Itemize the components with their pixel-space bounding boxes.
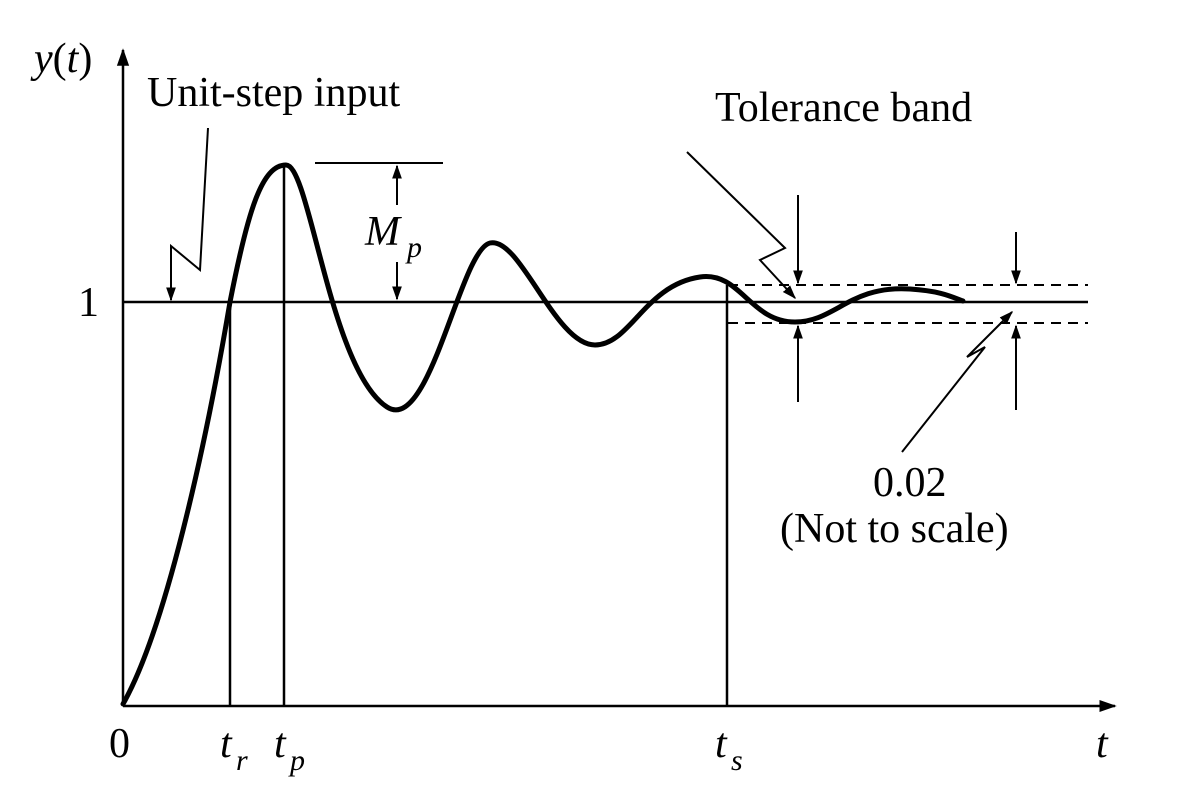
rise-time-subscript: r — [236, 744, 248, 777]
unit-step-leader — [170, 127, 209, 299]
tolerance-value-label: 0.02 — [873, 460, 947, 506]
scale-note-label: (Not to scale) — [780, 506, 1009, 552]
x-axis-label: t — [1096, 721, 1109, 767]
overshoot-subscript: p — [405, 231, 422, 264]
tolerance-value-leader — [901, 311, 1013, 453]
y-axis-label: y(t) — [30, 36, 92, 82]
peak-time-label: t — [274, 721, 287, 767]
settling-time-label: t — [715, 721, 728, 767]
unit-step-label: Unit-step input — [147, 70, 400, 116]
response-curve — [120, 162, 966, 707]
tolerance-band-label: Tolerance band — [715, 85, 972, 131]
tolerance-band-leader — [686, 151, 796, 300]
peak-time-subscript: p — [288, 744, 305, 777]
overshoot-label: M — [364, 209, 402, 255]
rise-time-label: t — [220, 721, 233, 767]
level-one-label: 1 — [78, 280, 99, 326]
settling-time-subscript: s — [731, 744, 743, 777]
origin-label: 0 — [109, 721, 130, 767]
